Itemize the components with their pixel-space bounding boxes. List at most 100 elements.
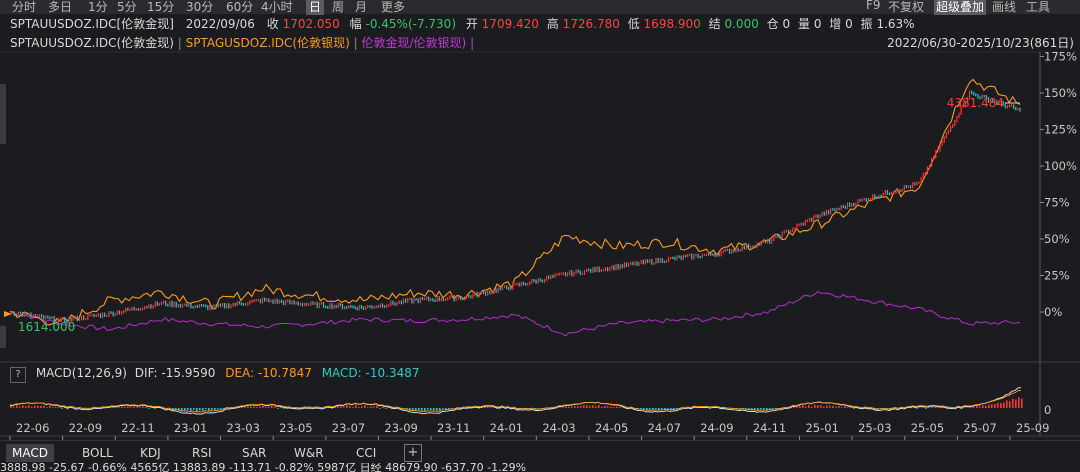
price-chart[interactable]: 175% 150% 125% 100% 75% 50% 25% 0% 4381.484 161… (0, 0, 1080, 440)
add-indicator-button[interactable]: + (404, 444, 422, 462)
macd-bar (583, 405, 585, 408)
info-date: 2022/09/06 (185, 17, 255, 31)
macd-bar (196, 408, 198, 412)
macd-bar (817, 405, 819, 408)
macd-bar (667, 408, 669, 409)
period-tab[interactable]: 4小时 (261, 0, 293, 14)
indicator-tab[interactable]: CCI (356, 446, 377, 460)
macd-bar (433, 408, 435, 411)
left-scroll-handle[interactable] (0, 84, 6, 144)
macd-bar (913, 406, 915, 408)
macd-bar (751, 408, 753, 410)
legend-sep: | (470, 36, 475, 50)
macd-bar (25, 406, 27, 408)
y-tick-label: 0% (1044, 305, 1062, 319)
macd-bar (760, 408, 762, 410)
macd-bar (919, 406, 921, 408)
macd-bar (727, 408, 729, 409)
macd-bar (250, 406, 252, 408)
period-tab[interactable]: 60分 (226, 0, 254, 14)
macd-bar (979, 406, 981, 408)
macd-bar (427, 408, 429, 410)
draw-line-button[interactable]: 画线 (992, 0, 1017, 14)
macd-bar (451, 408, 453, 409)
macd-bar (283, 408, 285, 409)
legend-ratio[interactable]: 伦敦金现/伦敦银现) (361, 36, 467, 50)
x-tick-label: 23-11 (437, 421, 470, 435)
period-tab[interactable]: 更多 (381, 0, 406, 14)
macd-bar (1009, 401, 1011, 408)
symbol-label: SPTAUUSDOZ.IDC[伦敦金现] (10, 17, 174, 31)
period-tab[interactable]: 5分 (117, 0, 137, 14)
macd-bar (985, 405, 987, 408)
fuquan-button[interactable]: 不复权 (888, 0, 925, 14)
macd-bar (151, 407, 153, 408)
x-tick-label: 25-01 (805, 421, 838, 435)
period-tab[interactable]: 多日 (48, 0, 73, 14)
super-overlay-button[interactable]: 超级叠加 (934, 0, 987, 15)
macd-bar (259, 406, 261, 408)
macd-bar (52, 407, 54, 408)
macd-bar (994, 404, 996, 408)
x-tick-label: 25-05 (911, 421, 944, 435)
macd-bar (820, 405, 822, 408)
open-label: 开 (465, 17, 478, 31)
macd-bar (28, 405, 30, 408)
period-tab[interactable]: 日 (306, 0, 325, 15)
y-tick-label: 75% (1044, 196, 1070, 210)
period-tab[interactable]: 分时 (12, 0, 37, 14)
macd-bar (670, 408, 672, 411)
macd-bar (460, 408, 462, 409)
y-tick-label: 100% (1044, 159, 1077, 173)
macd-bar (970, 407, 972, 408)
left-scroll-handle[interactable] (0, 326, 6, 348)
f9-button[interactable]: F9 (866, 0, 881, 12)
dif-value: -15.9590 (161, 366, 216, 380)
macd-bar (577, 406, 579, 408)
macd-bar (382, 406, 384, 408)
macd-bar (634, 408, 636, 410)
macd-bar (490, 407, 492, 408)
silver-series (9, 78, 1021, 326)
period-tab[interactable]: 30分 (186, 0, 214, 14)
macd-bar (826, 405, 828, 408)
indicator-tab[interactable]: W&R (294, 446, 324, 460)
help-icon[interactable]: ? (10, 367, 26, 383)
macd-bar (355, 404, 357, 408)
macd-bar (244, 407, 246, 408)
indicator-tab[interactable]: MACD (6, 444, 54, 462)
macd-bar (1003, 402, 1005, 408)
macd-bar (247, 406, 249, 408)
macd-bar (547, 408, 549, 409)
x-tick-label: 23-07 (332, 421, 365, 435)
indicator-tab[interactable]: BOLL (82, 446, 113, 460)
oi-label: 仓 (766, 17, 779, 31)
period-tab[interactable]: 1分 (88, 0, 108, 14)
tools-button[interactable]: 工具 (1026, 0, 1051, 14)
indicator-tab[interactable]: KDJ (140, 446, 161, 460)
indicator-tab[interactable]: RSI (192, 446, 212, 460)
macd-bar (175, 408, 177, 410)
legend-gold[interactable]: SPTAUUSDOZ.IDC(伦敦金现) (10, 36, 174, 50)
macd-bar (922, 407, 924, 408)
macd-bar (802, 405, 804, 408)
change-label: 幅 (349, 17, 362, 31)
x-tick-label: 24-01 (490, 421, 523, 435)
period-tab[interactable]: 月 (355, 0, 368, 14)
macd-bar (610, 406, 612, 408)
macd-bar (769, 408, 771, 409)
legend-silver[interactable]: SPTAGUSDOZ.IDC(伦敦银现) (185, 36, 350, 50)
macd-bar (220, 408, 222, 410)
macd-bar (709, 408, 711, 409)
period-tab[interactable]: 15分 (147, 0, 175, 14)
macd-bar (265, 407, 267, 408)
macd-legend: ? MACD(12,26,9) DIF: -15.9590 DEA: -10.7… (10, 366, 419, 383)
period-tab[interactable]: 周 (332, 0, 345, 14)
indicator-tab[interactable]: SAR (242, 446, 267, 460)
x-tick-label: 24-11 (753, 421, 786, 435)
macd-bar (142, 406, 144, 408)
indicator-tabs: MACD BOLL KDJ RSI SAR W&R CCI + (0, 440, 1080, 463)
macd-bar (148, 408, 150, 409)
macd-bar (181, 408, 183, 411)
x-tick-label: 23-05 (279, 421, 312, 435)
